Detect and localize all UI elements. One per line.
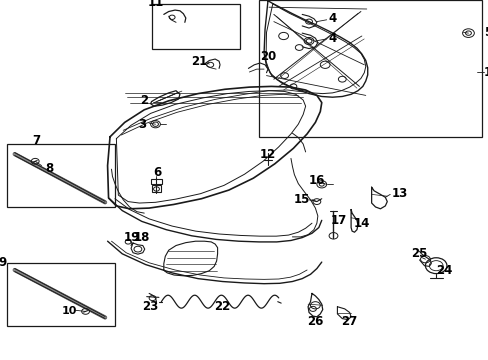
- Bar: [7, 144, 115, 207]
- Bar: [150, 179, 162, 184]
- Text: 3: 3: [138, 118, 145, 131]
- Text: 1: 1: [483, 66, 488, 78]
- Bar: [151, 185, 161, 192]
- Bar: [151, 4, 239, 49]
- Text: 20: 20: [259, 50, 276, 63]
- Text: 18: 18: [133, 231, 150, 244]
- Text: 10: 10: [61, 306, 77, 316]
- Text: 24: 24: [435, 264, 451, 277]
- Text: 15: 15: [293, 193, 310, 206]
- Bar: [259, 0, 481, 137]
- Text: 19: 19: [123, 231, 140, 244]
- Text: 14: 14: [353, 217, 369, 230]
- Text: 4: 4: [328, 12, 336, 25]
- Text: 7: 7: [33, 134, 41, 147]
- Text: 8: 8: [45, 162, 53, 175]
- Text: 26: 26: [306, 315, 323, 328]
- Text: 2: 2: [140, 94, 148, 107]
- Text: 11: 11: [147, 0, 163, 9]
- Text: 9: 9: [0, 256, 6, 269]
- Text: 16: 16: [308, 174, 325, 187]
- Text: 25: 25: [410, 247, 427, 260]
- Text: 27: 27: [341, 315, 357, 328]
- Text: 22: 22: [214, 300, 230, 313]
- Text: 21: 21: [191, 55, 207, 68]
- Text: 23: 23: [142, 300, 159, 313]
- Bar: [7, 263, 115, 326]
- Text: 12: 12: [259, 148, 276, 161]
- Text: 5: 5: [483, 26, 488, 39]
- Text: 6: 6: [153, 166, 161, 179]
- Text: 17: 17: [329, 214, 346, 227]
- Text: 4: 4: [328, 32, 336, 45]
- Text: 13: 13: [391, 187, 407, 200]
